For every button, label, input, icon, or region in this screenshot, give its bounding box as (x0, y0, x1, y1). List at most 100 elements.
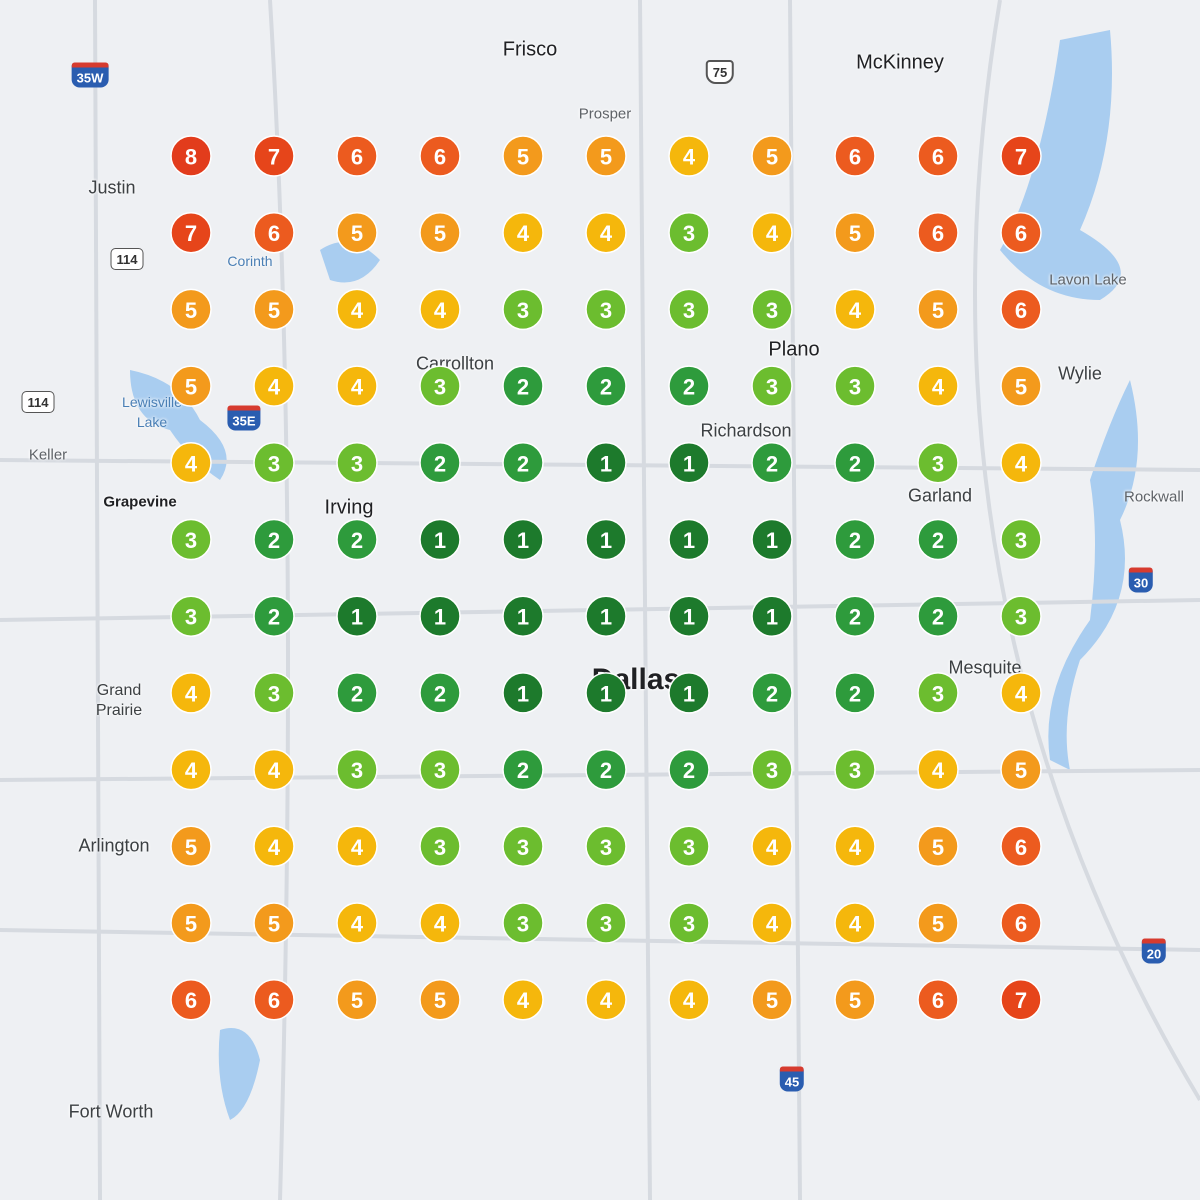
rank-pin (1000, 825, 1042, 868)
rank-pin (170, 518, 212, 561)
rank-label: 4 (434, 298, 447, 323)
place-label: Richardson (700, 420, 792, 441)
rank-pin (336, 672, 378, 714)
rank-pin (834, 211, 876, 254)
rank-pin (170, 825, 212, 868)
rank-pin (834, 595, 876, 637)
rank-label: 5 (1015, 375, 1027, 400)
rank-pin (253, 288, 295, 331)
rank-label: 5 (185, 835, 197, 860)
rank-label: 2 (849, 605, 861, 630)
rank-pin (253, 825, 295, 868)
rank-label: 4 (600, 988, 613, 1013)
rank-label: 4 (185, 681, 198, 706)
rank-label: 1 (351, 605, 363, 630)
rank-pin (917, 595, 959, 637)
rank-pin (502, 748, 544, 791)
rank-label: 4 (351, 912, 364, 937)
rank-pin (419, 442, 461, 484)
rank-pin (668, 978, 710, 1021)
rank-label: 3 (600, 912, 612, 937)
rank-label: 3 (766, 375, 778, 400)
rank-pin (336, 825, 378, 868)
rank-label: 4 (849, 298, 862, 323)
rank-label: 5 (268, 298, 280, 323)
rank-pin (585, 365, 627, 407)
rank-label: 6 (932, 988, 944, 1013)
rank-label: 5 (932, 298, 944, 323)
rank-pin (502, 442, 544, 484)
rank-label: 3 (185, 605, 197, 630)
rank-label: 3 (268, 451, 280, 476)
rank-pin (336, 595, 378, 637)
rank-pin (502, 978, 544, 1021)
rank-pin (502, 211, 544, 254)
rank-label: 4 (766, 221, 779, 246)
rank-label: 4 (849, 912, 862, 937)
rank-pin (336, 211, 378, 254)
highway-shield: 75 (705, 60, 735, 84)
rank-pin (751, 595, 793, 637)
rank-label: 4 (351, 375, 364, 400)
highway-shield: 45 (779, 1066, 805, 1092)
rank-pin (668, 211, 710, 254)
rank-label: 4 (766, 835, 779, 860)
rank-label: 2 (268, 528, 280, 553)
rank-label: 3 (932, 451, 944, 476)
rank-label: 2 (434, 681, 446, 706)
rank-pin (419, 748, 461, 791)
rank-pin (585, 211, 627, 254)
rank-label: 3 (849, 758, 861, 783)
rank-pin (253, 135, 295, 177)
place-label: McKinney (856, 51, 944, 74)
rank-pin (917, 748, 959, 791)
rank-label: 1 (434, 605, 446, 630)
rank-pin (419, 672, 461, 714)
rank-pin (751, 211, 793, 254)
rank-pin (1000, 135, 1042, 177)
rank-label: 1 (683, 605, 695, 630)
rank-pin (253, 595, 295, 637)
rank-pin (917, 902, 959, 944)
rank-label: 3 (517, 912, 529, 937)
rank-label: 1 (600, 605, 612, 630)
rank-pin (419, 902, 461, 944)
rank-pin (751, 288, 793, 331)
rank-pin (336, 365, 378, 407)
rank-pin (253, 748, 295, 791)
place-label: Rockwall (1123, 488, 1185, 506)
rank-label: 3 (683, 221, 695, 246)
rank-label: 4 (268, 375, 281, 400)
rank-pin (419, 518, 461, 561)
rank-pin (502, 288, 544, 331)
rank-pin (1000, 595, 1042, 637)
rank-pin (834, 518, 876, 561)
rank-pin (253, 902, 295, 944)
rank-pin (917, 825, 959, 868)
rank-label: 4 (434, 912, 447, 937)
rank-label: 2 (683, 375, 695, 400)
place-label: Fort Worth (68, 1101, 154, 1122)
rank-label: 4 (683, 145, 696, 170)
rank-label: 6 (351, 145, 363, 170)
rank-label: 6 (849, 145, 861, 170)
rank-pin (834, 748, 876, 791)
rank-pin (170, 442, 212, 484)
rank-label: 5 (351, 988, 363, 1013)
rank-pin (585, 825, 627, 868)
rank-label: 4 (185, 451, 198, 476)
rank-label: 2 (849, 528, 861, 553)
place-label: Grand Prairie (95, 682, 143, 719)
rank-label: 3 (185, 528, 197, 553)
highway-shield: 35W (71, 62, 109, 88)
rank-label: 6 (268, 221, 280, 246)
rank-pin (751, 672, 793, 714)
rank-pin (917, 365, 959, 407)
rank-pin (585, 978, 627, 1021)
rank-label: 2 (268, 605, 280, 630)
rank-pin (668, 595, 710, 637)
rank-pin (1000, 672, 1042, 714)
rank-pin (253, 978, 295, 1021)
rank-label: 5 (434, 988, 446, 1013)
rank-pin (1000, 288, 1042, 331)
